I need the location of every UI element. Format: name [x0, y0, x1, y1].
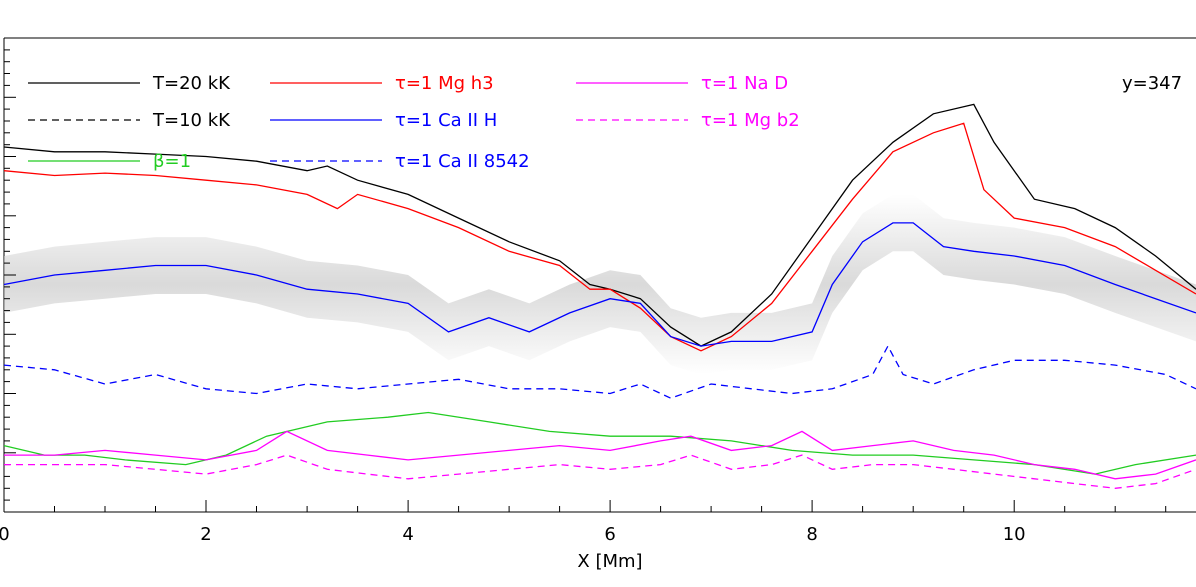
legend-label: β=1 [153, 151, 191, 172]
legend-label: T=20 kK [152, 73, 231, 94]
legend-label: τ=1 Na D [701, 73, 788, 94]
series-lines [3, 103, 1196, 489]
series-line-t-20-kk [3, 103, 1196, 347]
series-line--1-mg-h3 [3, 122, 1196, 352]
series-line--1-ca-ii-h [3, 222, 1196, 347]
series-line--1-ca-ii-8542 [3, 344, 1196, 399]
y-axis-ticks [4, 37, 16, 513]
x-tick-label: 2 [200, 524, 211, 545]
legend-label: τ=1 Ca II 8542 [395, 151, 530, 172]
series-line--1-mg-b2 [4, 454, 1196, 489]
x-axis-ticks: 0 2 4 6 8 10 [0, 500, 1167, 545]
x-tick-label: 6 [604, 524, 615, 545]
x-tick-label: 10 [1003, 524, 1026, 545]
series-line--1 [3, 411, 1196, 475]
annotation-label: y=347 [1122, 73, 1182, 94]
legend-label: τ=1 Ca II H [395, 110, 497, 131]
x-tick-label: 8 [806, 524, 817, 545]
x-tick-label: 0 [0, 524, 10, 545]
legend-label: τ=1 Mg b2 [701, 110, 800, 131]
series-line--1-na-d [4, 430, 1196, 480]
legend-label: τ=1 Mg h3 [395, 73, 494, 94]
legend: T=20 kK T=10 kK β=1 τ=1 Mg h3 τ=1 Ca II H τ=1… [28, 73, 800, 172]
legend-label: T=10 kK [152, 110, 231, 131]
x-tick-label: 4 [402, 524, 413, 545]
background-shading [4, 194, 1196, 375]
shading-band [4, 194, 1196, 375]
x-axis-label: X [Mm] [577, 551, 642, 572]
